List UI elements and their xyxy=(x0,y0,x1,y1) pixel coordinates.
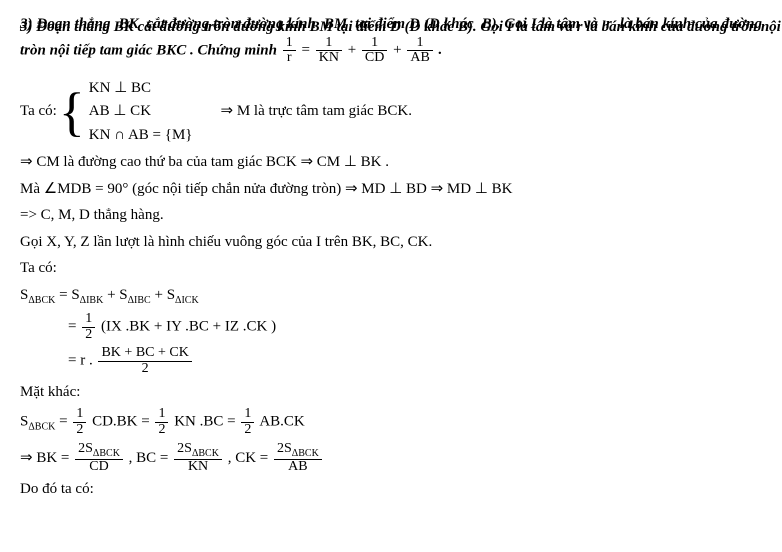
problem-statement-full: 3) Đoạn thẳng BK cắt đường tròn đường kí… xyxy=(20,13,762,66)
brace-line-2: AB ⊥ CK xyxy=(89,100,193,123)
line-dodo: Do đó ta có: xyxy=(20,478,762,501)
line-cm: ⇒ CM là đường cao thứ ba của tam giác BC… xyxy=(20,151,762,174)
brace-line-3: KN ∩ AB = {M} xyxy=(89,124,193,147)
area-sum: SΔBCK = SΔIBK + SΔIBC + SΔICK xyxy=(20,284,762,308)
brace-line-1: KN ⊥ BC xyxy=(89,77,193,100)
line-mdb: Mà ∠MDB = 90° (góc nội tiếp chắn nửa đườ… xyxy=(20,178,762,201)
brace-block: Ta có: { KN ⊥ BC AB ⊥ CK KN ∩ AB = {M} ⇒… xyxy=(20,76,762,148)
area-alt: SΔBCK = 12 CD.BK = 12 KN .BC = 12 AB.CK xyxy=(20,407,762,437)
line-cmd: => C, M, D thẳng hàng. xyxy=(20,204,762,227)
left-brace-icon: { xyxy=(59,88,85,136)
bk-bc-ck: ⇒ BK = 2SΔBCK CD , BC = 2SΔBCK KN , CK =… xyxy=(20,442,762,475)
line-taco: Ta có: xyxy=(20,257,762,280)
line-xyz: Gọi X, Y, Z lần lượt là hình chiếu vuông… xyxy=(20,231,762,254)
problem-equation: 1r = 1KN + 1CD + 1AB . xyxy=(281,42,443,58)
area-expand: = 12 (IX .BK + IY .BC + IZ .CK ) xyxy=(68,312,762,342)
document-page: { "problem": { "label": "3) Đoạn thẳng B… xyxy=(0,0,782,552)
line-matkhac: Mặt khác: xyxy=(20,381,762,404)
brace-lead: Ta có: xyxy=(20,100,57,123)
brace-conclusion: ⇒ M là trực tâm tam giác BCK. xyxy=(221,100,413,123)
area-r: = r . BK + BC + CK2 xyxy=(68,346,762,376)
